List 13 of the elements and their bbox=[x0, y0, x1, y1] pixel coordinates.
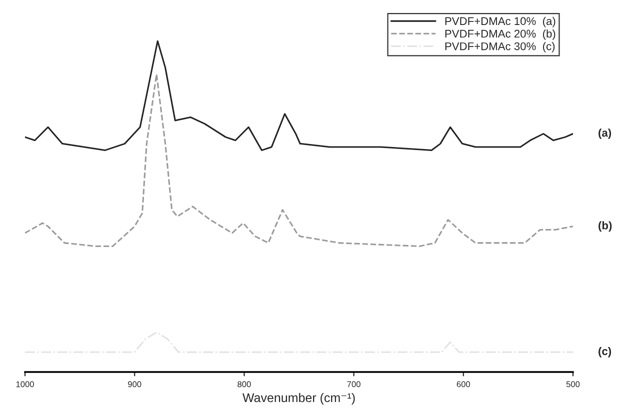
x-tick-label: 800 bbox=[238, 381, 251, 388]
x-tick-label: 900 bbox=[128, 381, 142, 388]
legend-label: PVDF+DMAc 30% (c) bbox=[445, 42, 555, 52]
text: (a) bbox=[598, 128, 612, 139]
legend-label: PVDF+DMAc 20% (b) bbox=[445, 29, 556, 40]
legend-label: PVDF+DMAc 10% (a) bbox=[445, 16, 556, 28]
x-tick-label: 1000 bbox=[16, 381, 34, 388]
x-tick-label: 600 bbox=[456, 381, 470, 388]
x-axis-title: Wavenumber (cm⁻¹) bbox=[242, 392, 355, 405]
text: (b) bbox=[598, 221, 612, 232]
text: (c) bbox=[598, 346, 612, 358]
x-tick-label: 500 bbox=[566, 381, 580, 388]
x-tick-label: 700 bbox=[347, 381, 360, 388]
